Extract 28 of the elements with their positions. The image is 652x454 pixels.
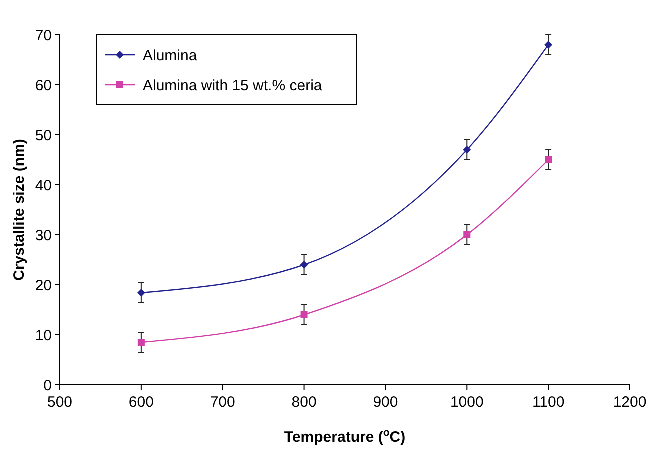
y-tick-label: 20 <box>35 277 52 294</box>
point <box>138 339 145 346</box>
point <box>137 289 146 297</box>
x-tick-label: 1100 <box>532 394 565 411</box>
legend-label: Alumina with 15 wt.% ceria <box>143 77 323 94</box>
point <box>544 41 553 49</box>
x-tick-label: 600 <box>128 394 154 411</box>
point <box>463 146 472 154</box>
y-tick-label: 50 <box>35 127 52 144</box>
x-tick-label: 1000 <box>450 394 484 411</box>
point <box>300 261 308 269</box>
y-tick-label: 70 <box>35 27 52 44</box>
y-tick-label: 0 <box>44 377 52 394</box>
x-tick-label: 800 <box>292 394 317 411</box>
y-tick-label: 40 <box>35 177 52 194</box>
y-tick-label: 60 <box>35 77 52 94</box>
y-tick-label: 30 <box>35 227 52 244</box>
point <box>545 156 552 164</box>
legend-label: Alumina <box>143 47 198 64</box>
x-tick-label: 500 <box>47 394 73 411</box>
x-axis-title: Temperature ($^{o}$C) <box>284 427 406 446</box>
point <box>464 232 471 238</box>
x-tick-label: 700 <box>210 394 236 411</box>
x-tick-label: 900 <box>373 394 398 411</box>
x-tick-label: 1200 <box>613 394 647 411</box>
point <box>300 312 308 318</box>
y-tick-label: 10 <box>35 327 52 344</box>
y-axis-title: Crystallite size (nm) <box>11 139 28 281</box>
